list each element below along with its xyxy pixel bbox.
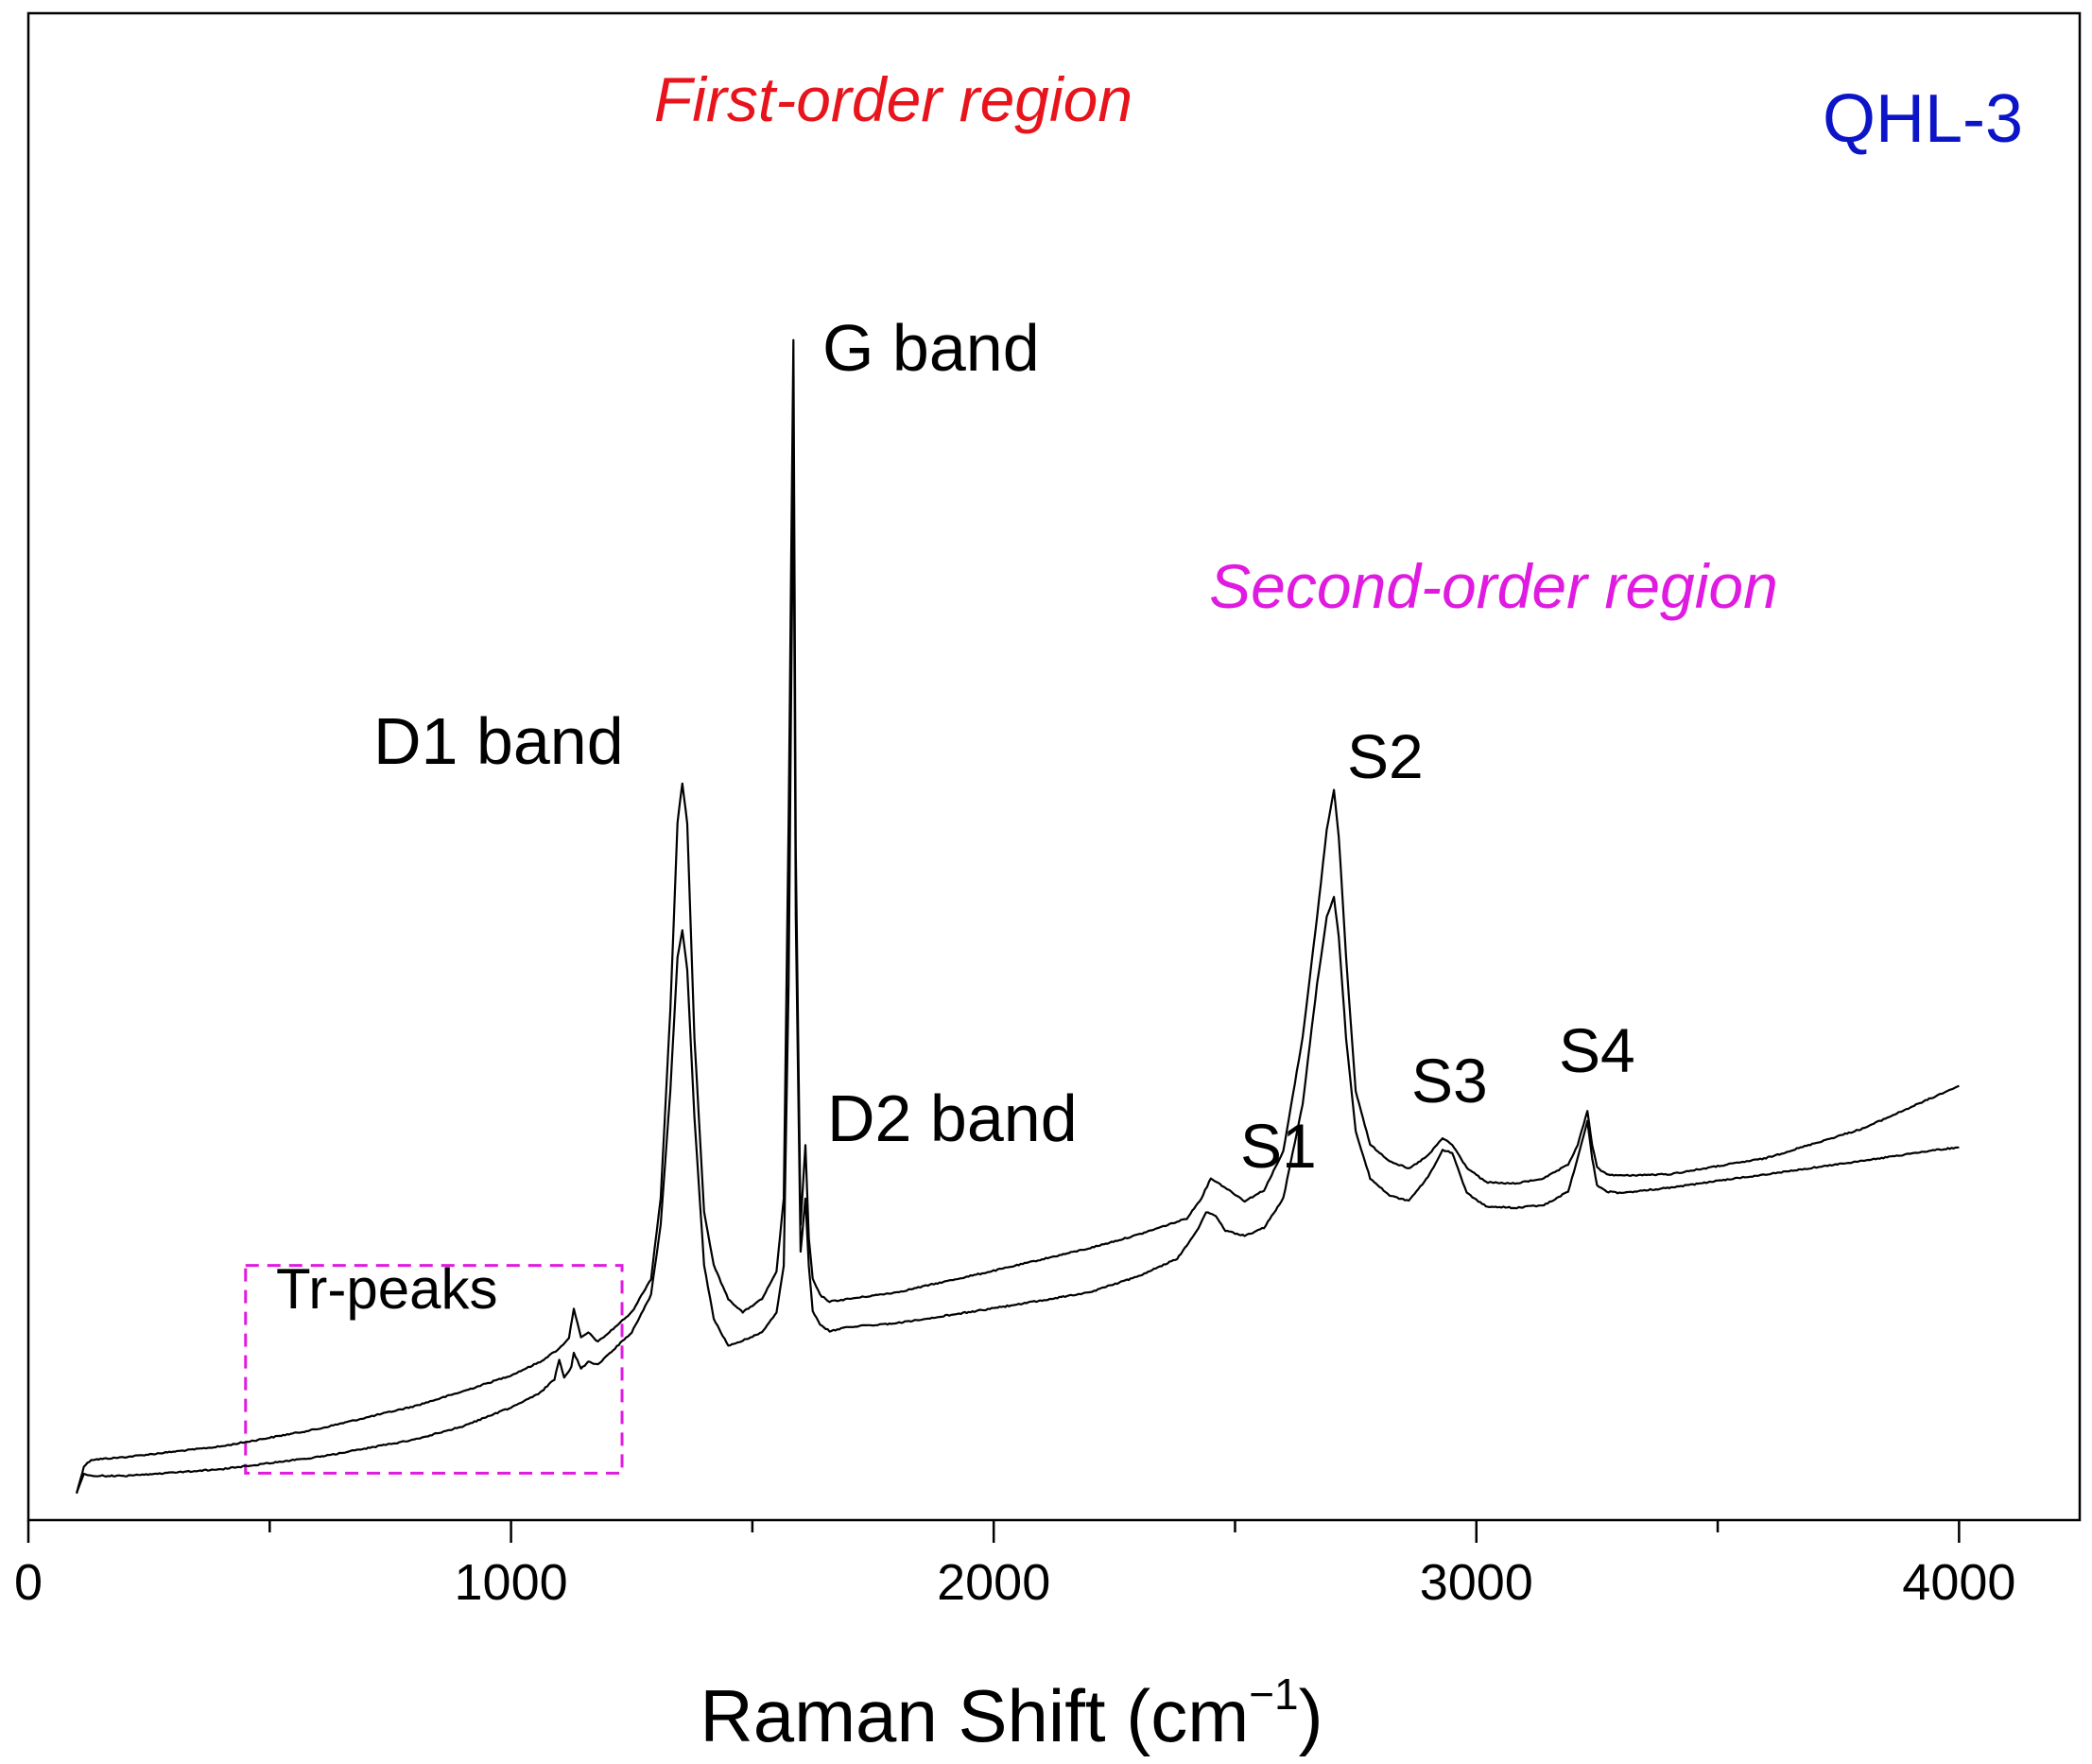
plot-frame [26,11,2082,1522]
x-axis-title: Raman Shift (cm−1) [700,1669,1323,1757]
d2-band-label: D2 band [827,1081,1078,1155]
x-tick-label: 2000 [937,1554,1050,1611]
s1-label: S1 [1240,1111,1317,1181]
tr-peaks-box [244,1264,624,1475]
x-tick-label: 1000 [455,1554,568,1611]
x-axis-tick-labels: 0 1000 2000 3000 4000 [14,1554,2015,1611]
x-axis-ticks [26,1520,1961,1543]
spectrum-series [76,338,1960,1495]
second-order-region-label: Second-order region [1209,551,1778,621]
s2-label: S2 [1347,721,1424,791]
s3-label: S3 [1411,1046,1488,1115]
spectrum-upper-line [76,338,1960,1495]
sample-label: QHL-3 [1823,81,2023,157]
x-tick-label: 4000 [1902,1554,2015,1611]
d1-band-label: D1 band [373,704,624,778]
x-axis-title-main: Raman Shift (cm [700,1674,1249,1757]
spectrum-lower-line [76,459,1960,1494]
tr-peaks-label: Tr-peaks [276,1257,498,1321]
first-order-region-label: First-order region [654,64,1132,134]
s4-label: S4 [1559,1015,1635,1085]
x-tick-label: 3000 [1420,1554,1533,1611]
g-band-label: G band [822,311,1040,385]
x-axis-title-close: ) [1299,1674,1323,1757]
x-tick-label: 0 [14,1554,43,1611]
x-axis-title-superscript: −1 [1249,1669,1298,1719]
